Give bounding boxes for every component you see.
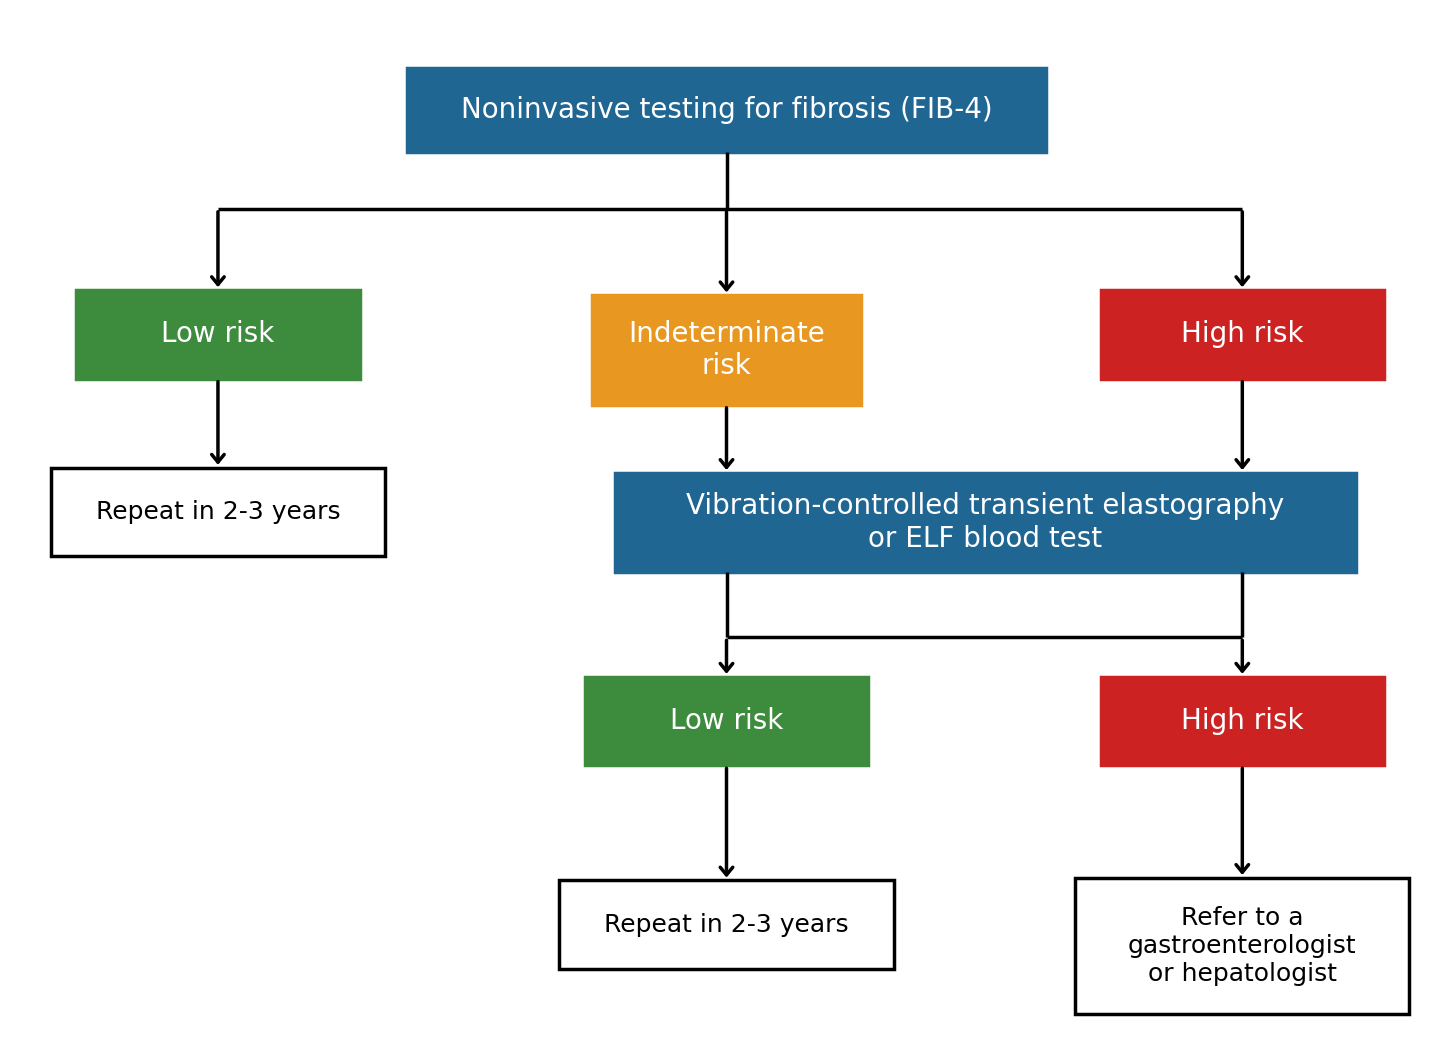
Text: High risk: High risk — [1181, 707, 1303, 735]
Text: Noninvasive testing for fibrosis (FIB-4): Noninvasive testing for fibrosis (FIB-4) — [461, 96, 992, 123]
FancyBboxPatch shape — [615, 473, 1356, 573]
FancyBboxPatch shape — [584, 677, 867, 765]
FancyBboxPatch shape — [559, 880, 894, 970]
FancyBboxPatch shape — [1101, 291, 1383, 379]
FancyBboxPatch shape — [51, 468, 385, 557]
FancyBboxPatch shape — [593, 296, 860, 405]
Text: Repeat in 2-3 years: Repeat in 2-3 years — [96, 501, 340, 524]
Text: Low risk: Low risk — [161, 321, 275, 348]
FancyBboxPatch shape — [76, 291, 360, 379]
Text: Repeat in 2-3 years: Repeat in 2-3 years — [604, 913, 849, 936]
Text: Low risk: Low risk — [670, 707, 783, 735]
Text: Refer to a
gastroenterologist
or hepatologist: Refer to a gastroenterologist or hepatol… — [1128, 906, 1357, 985]
FancyBboxPatch shape — [407, 68, 1046, 152]
Text: Indeterminate
risk: Indeterminate risk — [628, 320, 825, 380]
Text: High risk: High risk — [1181, 321, 1303, 348]
FancyBboxPatch shape — [1075, 878, 1409, 1014]
FancyBboxPatch shape — [1101, 677, 1383, 765]
Text: Vibration-controlled transient elastography
or ELF blood test: Vibration-controlled transient elastogra… — [686, 492, 1284, 553]
